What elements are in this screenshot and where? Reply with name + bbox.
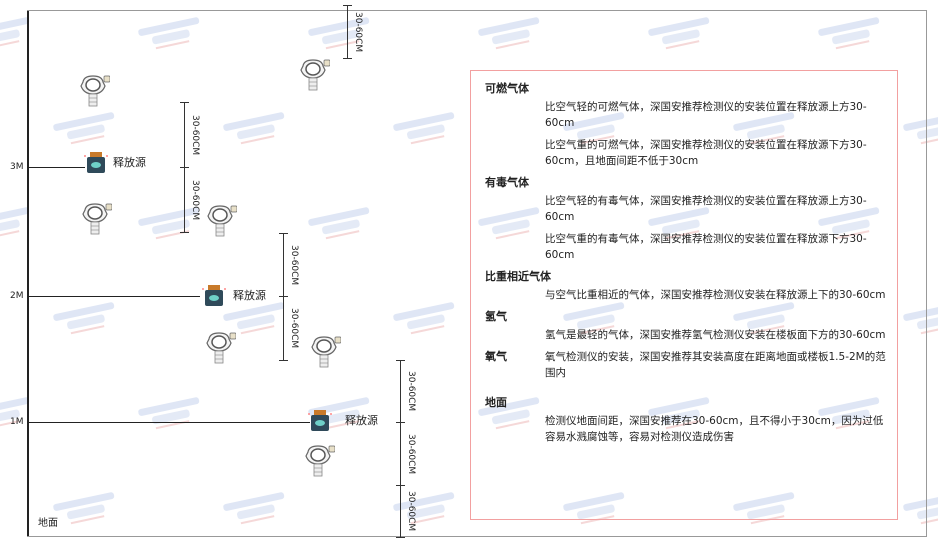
release-source-icon — [308, 410, 332, 432]
gas-detector-icon — [80, 74, 111, 110]
similar-text: 与空气比重相近的气体，深国安推荐检测仪安装在释放源上下的30-60cm — [545, 289, 886, 301]
watermark — [0, 203, 43, 251]
watermark — [52, 108, 128, 156]
dimension-label: 30-60CM — [353, 11, 363, 52]
release-source-icon — [84, 152, 108, 174]
level-1m-line — [28, 422, 310, 423]
dimension-line — [283, 296, 284, 360]
watermark — [137, 393, 213, 441]
watermark — [52, 488, 128, 536]
dimension-tick — [279, 296, 288, 297]
right-wall-line — [926, 10, 927, 537]
dimension-tick — [343, 5, 352, 6]
ground-text: 检测仪地面间距，深国安推荐在30-60cm，且不得小于30cm，因为过低容易水溅… — [545, 415, 884, 443]
watermark — [307, 203, 383, 251]
level-2m-line — [28, 296, 200, 297]
ceiling-line — [27, 10, 927, 11]
wall-line — [27, 10, 29, 537]
oxygen-text: 氧气检测仪的安装，深国安推荐其安装高度在距离地面或楼板1.5-2M的范围内 — [545, 351, 886, 379]
level-1m: 1M — [10, 417, 24, 427]
dimension-label: 30-60CM — [406, 433, 416, 474]
level-3m-line — [28, 167, 85, 168]
gas-detector-icon — [206, 331, 237, 367]
dimension-tick — [180, 102, 189, 103]
watermark — [902, 298, 938, 346]
watermark — [902, 488, 938, 536]
floor-line — [27, 536, 927, 537]
dimension-line — [283, 233, 284, 296]
watermark — [137, 13, 213, 61]
dimension-tick — [180, 167, 189, 168]
dimension-tick — [396, 485, 405, 486]
oxygen-row: 氧气 氧气检测仪的安装，深国安推荐其安装高度在距离地面或楼板1.5-2M的范围内 — [485, 349, 889, 381]
dimension-label: 30-60CM — [289, 308, 299, 349]
watermark — [647, 13, 723, 61]
combustible-heavy-text: 比空气重的可燃气体，深国安推荐检测仪的安装位置在释放源下方30-60cm，且地面… — [545, 139, 867, 167]
gas-detector-icon — [311, 335, 342, 371]
watermark — [392, 298, 468, 346]
release-source-label: 释放源 — [345, 414, 378, 427]
watermark — [307, 13, 383, 61]
dimension-line — [400, 422, 401, 485]
watermark — [0, 13, 43, 61]
dimension-label: 30-60CM — [190, 114, 200, 155]
dimension-line — [400, 485, 401, 537]
level-3m: 3M — [10, 162, 24, 172]
watermark — [137, 203, 213, 251]
dimension-tick — [279, 233, 288, 234]
hydrogen-text: 氢气是最轻的气体，深国安推荐氢气检测仪安装在楼板面下方的30-60cm — [545, 329, 886, 341]
dimension-label: 30-60CM — [289, 244, 299, 285]
dimension-line — [347, 5, 348, 58]
similar-title: 比重相近气体 — [485, 270, 551, 283]
combustible-light-text: 比空气轻的可燃气体，深国安推荐检测仪的安装位置在释放源上方30-60cm — [545, 101, 867, 129]
hydrogen-title: 氢气 — [485, 310, 507, 323]
oxygen-title: 氧气 — [485, 350, 507, 363]
dimension-label: 30-60CM — [406, 491, 416, 532]
watermark — [902, 108, 938, 156]
dimension-label: 30-60CM — [190, 179, 200, 220]
dimension-label: 30-60CM — [406, 371, 416, 412]
dimension-line — [184, 102, 185, 167]
dimension-tick — [396, 422, 405, 423]
watermark — [477, 13, 553, 61]
gas-detector-icon — [300, 58, 331, 94]
dimension-line — [184, 167, 185, 232]
gas-detector-icon — [305, 444, 336, 480]
release-source-label: 释放源 — [113, 156, 146, 169]
release-source-label: 释放源 — [233, 289, 266, 302]
dimension-tick — [343, 58, 352, 59]
ground-label: 地面 — [38, 518, 58, 529]
ground-title: 地面 — [485, 396, 507, 409]
watermark — [52, 298, 128, 346]
gas-detector-icon — [82, 202, 113, 238]
dimension-tick — [396, 537, 405, 538]
toxic-light-text: 比空气轻的有毒气体，深国安推荐检测仪的安装位置在释放源上方30-60cm — [545, 195, 867, 223]
dimension-tick — [180, 232, 189, 233]
watermark — [222, 108, 298, 156]
watermark — [817, 13, 893, 61]
watermark — [222, 488, 298, 536]
combustible-title: 可燃气体 — [485, 82, 529, 95]
release-source-icon — [202, 285, 226, 307]
watermark — [392, 488, 468, 536]
dimension-tick — [279, 360, 288, 361]
dimension-line — [400, 360, 401, 422]
toxic-heavy-text: 比空气重的有毒气体，深国安推荐检测仪的安装位置在释放源下方30-60cm — [545, 233, 867, 261]
level-2m: 2M — [10, 291, 24, 301]
dimension-tick — [396, 360, 405, 361]
watermark — [392, 108, 468, 156]
notes-panel: 可燃气体 比空气轻的可燃气体，深国安推荐检测仪的安装位置在释放源上方30-60c… — [470, 70, 898, 520]
toxic-title: 有毒气体 — [485, 176, 529, 189]
gas-detector-icon — [207, 204, 238, 240]
